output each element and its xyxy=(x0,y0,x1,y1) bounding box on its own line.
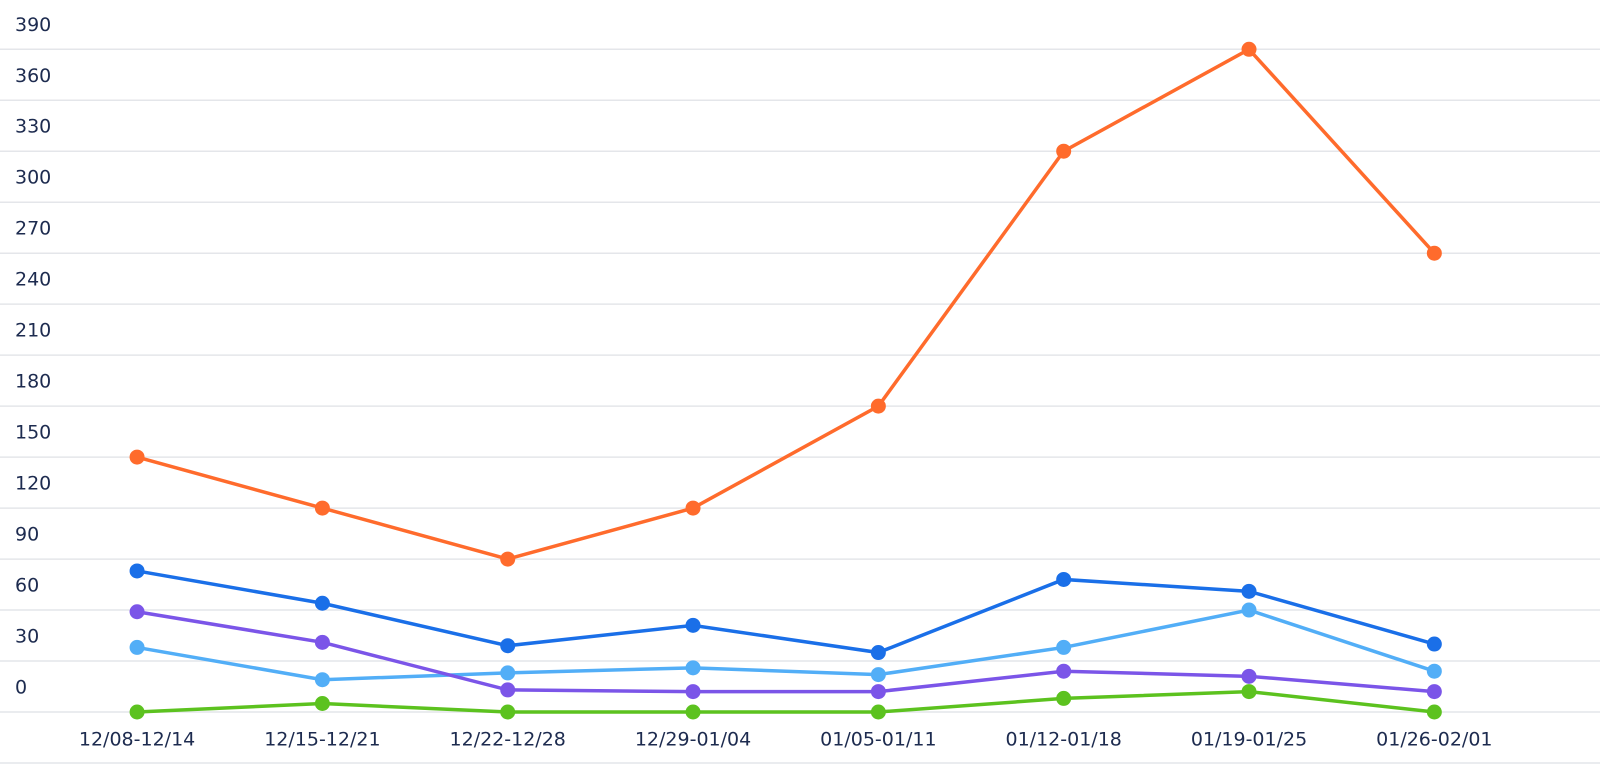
y-tick-label: 120 xyxy=(15,473,51,495)
y-tick-label: 390 xyxy=(15,14,51,36)
series-line xyxy=(136,689,1435,714)
x-tick-label: 01/05-01/11 xyxy=(820,729,936,751)
y-tick-label: 360 xyxy=(15,65,51,87)
point xyxy=(1241,668,1257,684)
point xyxy=(500,704,516,720)
point xyxy=(314,595,330,611)
x-tick-label: 12/08-12/14 xyxy=(79,729,195,751)
y-tick-label: 30 xyxy=(15,626,39,648)
point xyxy=(129,639,145,655)
point xyxy=(870,704,886,720)
point xyxy=(1241,684,1257,700)
point xyxy=(1056,143,1072,159)
point xyxy=(129,704,145,720)
x-tick-label: 01/12-01/18 xyxy=(1006,729,1122,751)
point xyxy=(1426,245,1442,261)
point xyxy=(129,563,145,579)
y-tick-label: 270 xyxy=(15,218,51,240)
point xyxy=(1426,684,1442,700)
point xyxy=(1241,41,1257,57)
x-tick-label: 12/15-12/21 xyxy=(264,729,380,751)
series-line xyxy=(136,569,1435,655)
point xyxy=(870,684,886,700)
y-tick-label: 330 xyxy=(15,116,51,138)
point xyxy=(500,638,516,654)
x-tick-label: 01/26-02/01 xyxy=(1376,729,1492,751)
y-tick-label: 150 xyxy=(15,422,51,444)
y-tick-label: 0 xyxy=(15,677,27,699)
x-tick-label: 01/19-01/25 xyxy=(1191,729,1307,751)
point xyxy=(314,696,330,712)
point xyxy=(870,667,886,683)
point xyxy=(1056,690,1072,706)
point xyxy=(129,449,145,465)
y-tick-label: 240 xyxy=(15,269,51,291)
point xyxy=(685,617,701,633)
y-tick-label: 300 xyxy=(15,167,51,189)
point xyxy=(685,684,701,700)
point xyxy=(500,665,516,681)
point xyxy=(314,500,330,516)
point xyxy=(1241,602,1257,618)
series-line xyxy=(136,47,1436,561)
y-tick-label: 210 xyxy=(15,320,51,342)
y-tick-label: 90 xyxy=(15,524,39,546)
series-line xyxy=(136,610,1435,694)
point xyxy=(500,551,516,567)
x-tick-label: 12/22-12/28 xyxy=(450,729,566,751)
point xyxy=(500,682,516,698)
x-tick-label: 12/29-01/04 xyxy=(635,729,751,751)
point xyxy=(314,634,330,650)
point xyxy=(1056,663,1072,679)
point xyxy=(1426,663,1442,679)
point xyxy=(129,604,145,620)
y-tick-label: 60 xyxy=(15,575,39,597)
point xyxy=(314,672,330,688)
point xyxy=(1426,704,1442,720)
point xyxy=(685,704,701,720)
point xyxy=(1056,639,1072,655)
y-tick-label: 180 xyxy=(15,371,51,393)
point xyxy=(870,398,886,414)
point xyxy=(1056,571,1072,587)
point xyxy=(685,500,701,516)
point xyxy=(870,645,886,661)
point xyxy=(685,660,701,676)
series-line xyxy=(136,608,1435,682)
point xyxy=(1241,583,1257,599)
point xyxy=(1426,636,1442,652)
